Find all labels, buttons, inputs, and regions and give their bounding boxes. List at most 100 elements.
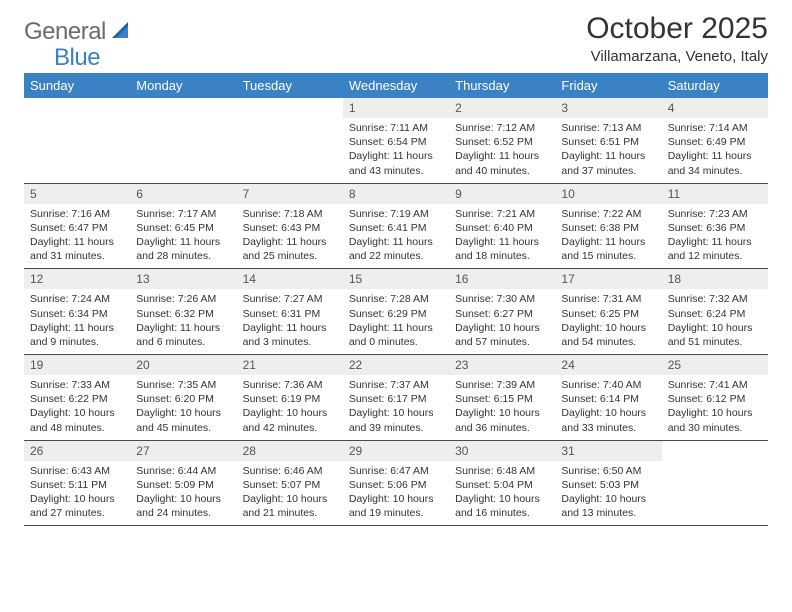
day-line-sr: Sunrise: 7:33 AM xyxy=(30,378,124,392)
day-line-sr: Sunrise: 7:24 AM xyxy=(30,292,124,306)
calendar-cell xyxy=(237,98,343,183)
day-number: 20 xyxy=(130,355,236,375)
day-number: 12 xyxy=(24,269,130,289)
day-line-ss: Sunset: 6:20 PM xyxy=(136,392,230,406)
weekday-header: Monday xyxy=(130,73,236,98)
day-number: 25 xyxy=(662,355,768,375)
day-line-dl2: and 37 minutes. xyxy=(561,164,655,178)
calendar-head: Sunday Monday Tuesday Wednesday Thursday… xyxy=(24,73,768,98)
calendar-cell: 1Sunrise: 7:11 AMSunset: 6:54 PMDaylight… xyxy=(343,98,449,183)
sail-icon xyxy=(110,20,130,45)
day-line-ss: Sunset: 6:29 PM xyxy=(349,307,443,321)
day-line-ss: Sunset: 6:40 PM xyxy=(455,221,549,235)
calendar-cell: 25Sunrise: 7:41 AMSunset: 6:12 PMDayligh… xyxy=(662,355,768,441)
day-line-dl1: Daylight: 10 hours xyxy=(561,406,655,420)
day-line-sr: Sunrise: 7:32 AM xyxy=(668,292,762,306)
day-data: Sunrise: 7:36 AMSunset: 6:19 PMDaylight:… xyxy=(237,375,343,440)
calendar-cell: 20Sunrise: 7:35 AMSunset: 6:20 PMDayligh… xyxy=(130,355,236,441)
day-line-dl1: Daylight: 10 hours xyxy=(30,492,124,506)
day-line-dl2: and 27 minutes. xyxy=(30,506,124,520)
calendar-cell: 31Sunrise: 6:50 AMSunset: 5:03 PMDayligh… xyxy=(555,440,661,526)
day-number: 24 xyxy=(555,355,661,375)
day-data: Sunrise: 7:16 AMSunset: 6:47 PMDaylight:… xyxy=(24,204,130,269)
day-line-sr: Sunrise: 6:43 AM xyxy=(30,464,124,478)
day-line-sr: Sunrise: 6:44 AM xyxy=(136,464,230,478)
day-line-ss: Sunset: 6:52 PM xyxy=(455,135,549,149)
day-number: 3 xyxy=(555,98,661,118)
calendar-cell xyxy=(662,440,768,526)
day-line-ss: Sunset: 6:24 PM xyxy=(668,307,762,321)
day-data: Sunrise: 7:30 AMSunset: 6:27 PMDaylight:… xyxy=(449,289,555,354)
day-number: 14 xyxy=(237,269,343,289)
day-data: Sunrise: 7:39 AMSunset: 6:15 PMDaylight:… xyxy=(449,375,555,440)
calendar-cell: 16Sunrise: 7:30 AMSunset: 6:27 PMDayligh… xyxy=(449,269,555,355)
day-line-dl2: and 40 minutes. xyxy=(455,164,549,178)
day-line-dl2: and 25 minutes. xyxy=(243,249,337,263)
day-line-dl2: and 19 minutes. xyxy=(349,506,443,520)
calendar-cell: 10Sunrise: 7:22 AMSunset: 6:38 PMDayligh… xyxy=(555,183,661,269)
day-line-dl1: Daylight: 11 hours xyxy=(668,235,762,249)
day-line-dl1: Daylight: 11 hours xyxy=(136,321,230,335)
day-line-ss: Sunset: 5:04 PM xyxy=(455,478,549,492)
calendar-cell: 27 Sunrise: 6:44 AMSunset: 5:09 PMDayligh… xyxy=(130,440,236,526)
day-line-sr: Sunrise: 7:23 AM xyxy=(668,207,762,221)
calendar-cell: 6Sunrise: 7:17 AMSunset: 6:45 PMDaylight… xyxy=(130,183,236,269)
day-number: 27 xyxy=(130,441,236,461)
day-line-ss: Sunset: 5:09 PM xyxy=(136,478,230,492)
day-line-sr: Sunrise: 7:21 AM xyxy=(455,207,549,221)
day-line-ss: Sunset: 6:38 PM xyxy=(561,221,655,235)
day-data: Sunrise: 6:48 AMSunset: 5:04 PMDaylight:… xyxy=(449,461,555,526)
day-line-sr: Sunrise: 6:50 AM xyxy=(561,464,655,478)
calendar-cell: 11Sunrise: 7:23 AMSunset: 6:36 PMDayligh… xyxy=(662,183,768,269)
calendar-cell: 8Sunrise: 7:19 AMSunset: 6:41 PMDaylight… xyxy=(343,183,449,269)
day-line-ss: Sunset: 6:34 PM xyxy=(30,307,124,321)
day-line-dl1: Daylight: 10 hours xyxy=(136,406,230,420)
day-number: 26 xyxy=(24,441,130,461)
day-line-dl2: and 36 minutes. xyxy=(455,421,549,435)
day-line-dl2: and 54 minutes. xyxy=(561,335,655,349)
day-line-ss: Sunset: 6:49 PM xyxy=(668,135,762,149)
day-line-dl1: Daylight: 11 hours xyxy=(349,235,443,249)
day-line-ss: Sunset: 6:43 PM xyxy=(243,221,337,235)
day-line-dl2: and 13 minutes. xyxy=(561,506,655,520)
calendar-cell: 28Sunrise: 6:46 AMSunset: 5:07 PMDayligh… xyxy=(237,440,343,526)
calendar-cell: 9Sunrise: 7:21 AMSunset: 6:40 PMDaylight… xyxy=(449,183,555,269)
calendar-row: 26Sunrise: 6:43 AMSunset: 5:11 PMDayligh… xyxy=(24,440,768,526)
day-number: 18 xyxy=(662,269,768,289)
day-line-dl1: Daylight: 10 hours xyxy=(668,321,762,335)
day-data: Sunrise: 6:47 AMSunset: 5:06 PMDaylight:… xyxy=(343,461,449,526)
day-line-sr: Sunrise: 7:36 AM xyxy=(243,378,337,392)
day-line-dl2: and 43 minutes. xyxy=(349,164,443,178)
day-number: 10 xyxy=(555,184,661,204)
day-data: Sunrise: 7:33 AMSunset: 6:22 PMDaylight:… xyxy=(24,375,130,440)
day-data: Sunrise: 6:46 AMSunset: 5:07 PMDaylight:… xyxy=(237,461,343,526)
day-line-ss: Sunset: 5:07 PM xyxy=(243,478,337,492)
day-data: Sunrise: 7:13 AMSunset: 6:51 PMDaylight:… xyxy=(555,118,661,183)
day-line-ss: Sunset: 6:27 PM xyxy=(455,307,549,321)
day-line-dl2: and 28 minutes. xyxy=(136,249,230,263)
logo-text-general: General xyxy=(24,18,106,46)
day-line-ss: Sunset: 6:25 PM xyxy=(561,307,655,321)
calendar-row: 1Sunrise: 7:11 AMSunset: 6:54 PMDaylight… xyxy=(24,98,768,183)
day-line-dl1: Daylight: 10 hours xyxy=(30,406,124,420)
day-line-dl1: Daylight: 11 hours xyxy=(243,235,337,249)
day-number: 29 xyxy=(343,441,449,461)
day-line-sr: Sunrise: 7:18 AM xyxy=(243,207,337,221)
day-number: 11 xyxy=(662,184,768,204)
day-line-sr: Sunrise: 7:14 AM xyxy=(668,121,762,135)
day-line-dl1: Daylight: 10 hours xyxy=(136,492,230,506)
calendar-cell: 7 Sunrise: 7:18 AMSunset: 6:43 PMDaylight… xyxy=(237,183,343,269)
day-line-dl2: and 42 minutes. xyxy=(243,421,337,435)
day-line-sr: Sunrise: 7:13 AM xyxy=(561,121,655,135)
weekday-header: Wednesday xyxy=(343,73,449,98)
day-line-dl2: and 15 minutes. xyxy=(561,249,655,263)
day-data: Sunrise: 6:50 AMSunset: 5:03 PMDaylight:… xyxy=(555,461,661,526)
day-line-dl2: and 33 minutes. xyxy=(561,421,655,435)
day-line-dl2: and 12 minutes. xyxy=(668,249,762,263)
day-line-sr: Sunrise: 7:19 AM xyxy=(349,207,443,221)
day-number: 7 xyxy=(237,184,343,204)
day-line-dl1: Daylight: 11 hours xyxy=(668,149,762,163)
day-line-sr: Sunrise: 6:46 AM xyxy=(243,464,337,478)
day-data: Sunrise: 7:22 AMSunset: 6:38 PMDaylight:… xyxy=(555,204,661,269)
day-line-dl1: Daylight: 10 hours xyxy=(561,321,655,335)
